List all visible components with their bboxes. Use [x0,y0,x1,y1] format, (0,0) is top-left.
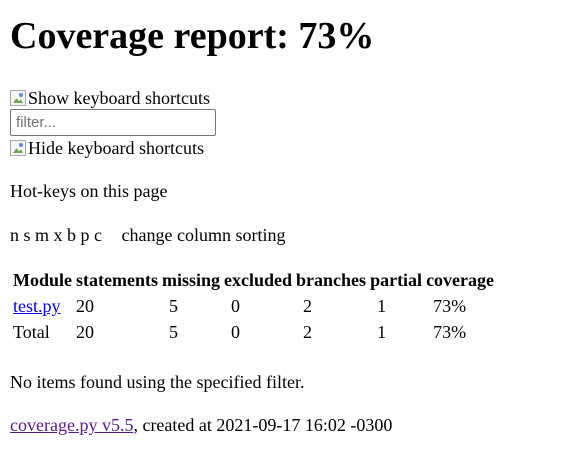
total-coverage: 73% [433,322,467,342]
column-header-module[interactable]: Module [13,270,73,290]
broken-image-icon [10,140,26,156]
coverage-py-link[interactable]: coverage.py v5.5 [10,415,134,435]
hide-keyboard-shortcuts-alt: Hide keyboard shortcuts [28,138,204,158]
hotkeys-description: change column sorting [121,225,286,245]
column-header-missing[interactable]: missing [162,270,221,290]
coverage-cell: 73% [433,296,467,316]
coverage-table: Module statements missing excluded branc… [10,266,497,346]
statements-cell: 20 [76,296,95,316]
filter-input[interactable] [10,109,216,136]
no-items-message: No items found using the specified filte… [10,372,305,392]
table-header-row: Module statements missing excluded branc… [12,268,495,292]
missing-cell: 5 [169,296,178,316]
column-header-excluded[interactable]: excluded [224,270,293,290]
total-partial: 1 [377,322,387,342]
show-keyboard-shortcuts[interactable]: Show keyboard shortcuts [10,87,210,109]
excluded-cell: 0 [231,296,241,316]
show-keyboard-shortcuts-alt: Show keyboard shortcuts [28,88,210,108]
table-row: test.py 20 5 0 2 1 73% [12,294,495,318]
hide-keyboard-shortcuts[interactable]: Hide keyboard shortcuts [10,137,204,159]
column-header-coverage[interactable]: coverage [426,270,495,290]
footer: coverage.py v5.5, created at 2021-09-17 … [10,414,392,436]
partial-cell: 1 [377,296,387,316]
module-cell: test.py [12,294,73,318]
hotkeys-line: n s m x b p c change column sorting [10,224,285,246]
total-missing: 5 [169,322,178,342]
branches-cell: 2 [303,296,313,316]
total-label: Total [13,322,50,342]
hotkeys-keys: n s m x b p c [10,225,102,245]
total-excluded: 0 [231,322,241,342]
total-statements: 20 [76,322,95,342]
footer-created-text: , created at 2021-09-17 16:02 -0300 [133,415,393,435]
column-header-branches[interactable]: branches [296,270,367,290]
hotkeys-title: Hot-keys on this page [10,181,168,201]
total-row: Total 20 5 0 2 1 73% [12,320,495,344]
broken-image-icon [10,90,26,106]
page-title: Coverage report: 73% [10,15,375,57]
total-branches: 2 [303,322,313,342]
column-header-partial[interactable]: partial [370,270,423,290]
column-header-statements[interactable]: statements [76,270,158,290]
module-link[interactable]: test.py [13,296,61,316]
